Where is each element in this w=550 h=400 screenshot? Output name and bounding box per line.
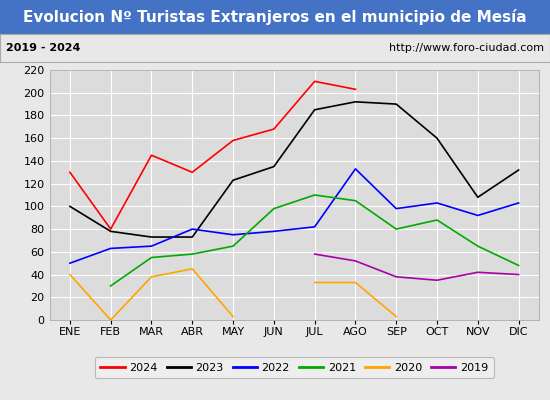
Text: 2019 - 2024: 2019 - 2024 xyxy=(6,43,80,53)
Text: Evolucion Nº Turistas Extranjeros en el municipio de Mesía: Evolucion Nº Turistas Extranjeros en el … xyxy=(23,9,527,25)
Legend: 2024, 2023, 2022, 2021, 2020, 2019: 2024, 2023, 2022, 2021, 2020, 2019 xyxy=(95,357,493,378)
Text: http://www.foro-ciudad.com: http://www.foro-ciudad.com xyxy=(389,43,544,53)
